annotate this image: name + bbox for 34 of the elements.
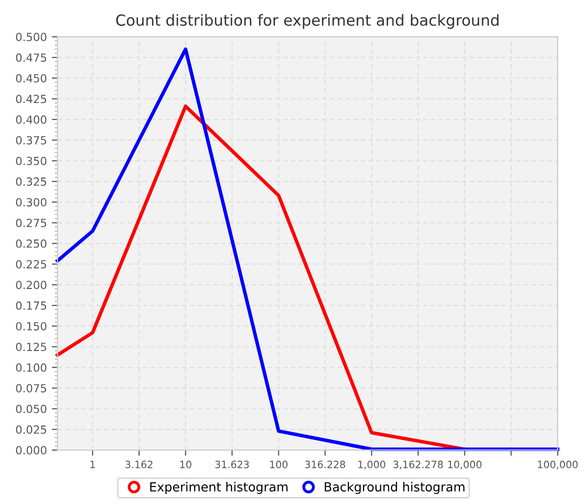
y-tick-label: 0.325 (16, 177, 46, 186)
y-tick-label: 0.375 (16, 136, 46, 144)
x-tick-label: 100,000 (538, 460, 578, 470)
x-tick-label: 316.228 (305, 460, 346, 468)
y-tick-label: 0.300 (16, 198, 46, 206)
y-tick-label: 0.175 (16, 301, 46, 310)
x-tick-label: 10 (180, 460, 192, 468)
y-tick-label: 0.250 (16, 239, 46, 248)
y-tick-label: 0.075 (16, 384, 46, 392)
y-tick-label: 0.100 (16, 363, 46, 372)
y-tick-label: 0.050 (16, 404, 46, 414)
chart-title: Count distribution for experiment and background (116, 14, 498, 29)
legend-label: Experiment histogram (150, 482, 288, 494)
y-tick-label: 0.475 (16, 53, 46, 62)
y-tick-label: 0.225 (16, 260, 46, 268)
y-tick-label: 0.500 (16, 32, 46, 42)
x-tick-label: 1,000 (358, 460, 386, 470)
y-tick-label: 0.200 (16, 280, 46, 290)
y-tick-label: 0.125 (16, 342, 46, 352)
y-tick-label: 0.400 (16, 115, 46, 124)
y-tick-label: 0.350 (16, 156, 46, 166)
y-tick-label: 0.025 (16, 425, 46, 434)
x-tick-label: 1 (90, 460, 95, 468)
legend-label: Background histogram (324, 482, 464, 494)
y-tick-label: 0.000 (16, 446, 46, 454)
y-tick-label: 0.450 (16, 74, 46, 82)
y-tick-label: 0.275 (16, 218, 46, 228)
y-tick-label: 0.425 (16, 94, 46, 104)
x-tick-label: 3,162.278 (393, 460, 443, 470)
x-tick-label: 31.623 (215, 460, 249, 468)
x-tick-label: 100 (270, 460, 288, 468)
x-tick-label: 10,000 (448, 460, 482, 470)
x-tick-label: 3.162 (126, 460, 152, 468)
y-tick-label: 0.150 (16, 322, 46, 330)
